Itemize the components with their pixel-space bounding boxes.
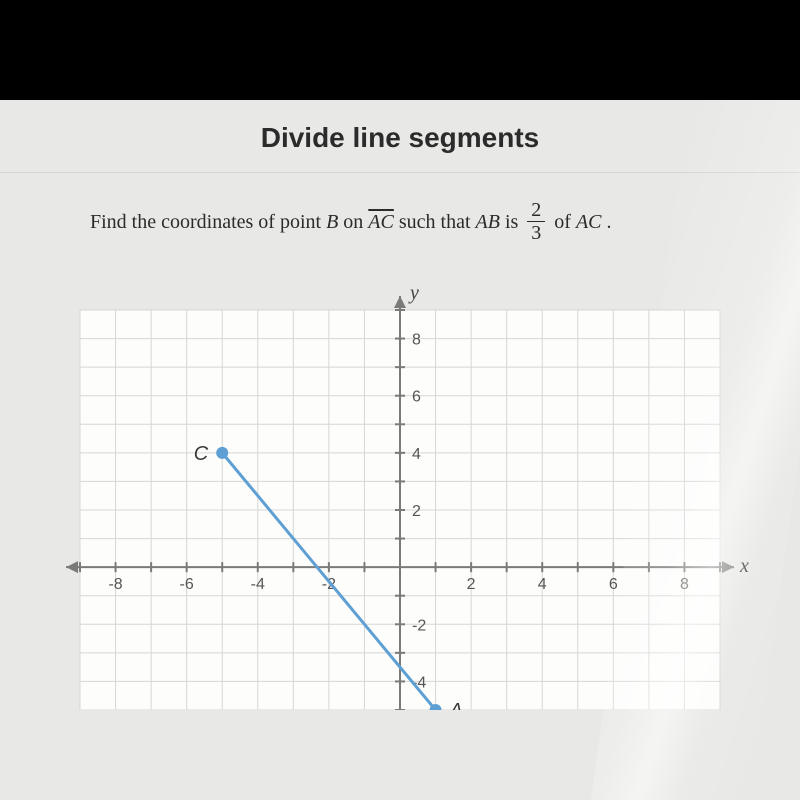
q-mid2: such that xyxy=(399,211,476,233)
q-mid3: is xyxy=(505,211,523,233)
svg-text:-6: -6 xyxy=(180,576,194,593)
worksheet-panel: Divide line segments Find the coordinate… xyxy=(0,100,800,800)
q-mid4: of xyxy=(554,211,576,233)
svg-text:6: 6 xyxy=(412,389,421,406)
y-axis-label: y xyxy=(410,282,419,305)
black-top-band xyxy=(0,0,800,100)
svg-text:8: 8 xyxy=(412,332,421,349)
svg-text:-8: -8 xyxy=(108,576,122,593)
q-seg-ac2: AC xyxy=(576,211,602,233)
q-prefix: Find the coordinates of point xyxy=(90,211,326,233)
svg-text:4: 4 xyxy=(538,576,547,593)
svg-text:A: A xyxy=(449,700,463,710)
q-segment-ac: AC xyxy=(368,211,394,233)
svg-text:-2: -2 xyxy=(322,576,336,593)
q-suffix: . xyxy=(607,211,612,233)
q-seg-ab: AB xyxy=(476,211,500,233)
svg-text:-2: -2 xyxy=(412,617,426,634)
svg-text:6: 6 xyxy=(609,576,618,593)
q-point-b: B xyxy=(326,211,338,233)
page-title: Divide line segments xyxy=(0,108,800,173)
svg-text:-4: -4 xyxy=(251,576,265,593)
svg-text:8: 8 xyxy=(680,576,689,593)
q-fraction: 2 3 xyxy=(527,199,545,244)
frac-denominator: 3 xyxy=(527,222,545,244)
svg-text:2: 2 xyxy=(467,576,476,593)
svg-text:2: 2 xyxy=(412,503,421,520)
svg-text:C: C xyxy=(194,443,209,465)
svg-text:4: 4 xyxy=(412,446,421,463)
graph-svg: -8-6-4-224682468-2-4CA xyxy=(50,280,750,710)
x-axis-label: x xyxy=(740,555,749,578)
q-mid1: on xyxy=(343,211,368,233)
question-text: Find the coordinates of point B on AC su… xyxy=(0,173,800,270)
frac-numerator: 2 xyxy=(527,199,545,222)
coordinate-graph: -8-6-4-224682468-2-4CA y x xyxy=(50,280,750,710)
